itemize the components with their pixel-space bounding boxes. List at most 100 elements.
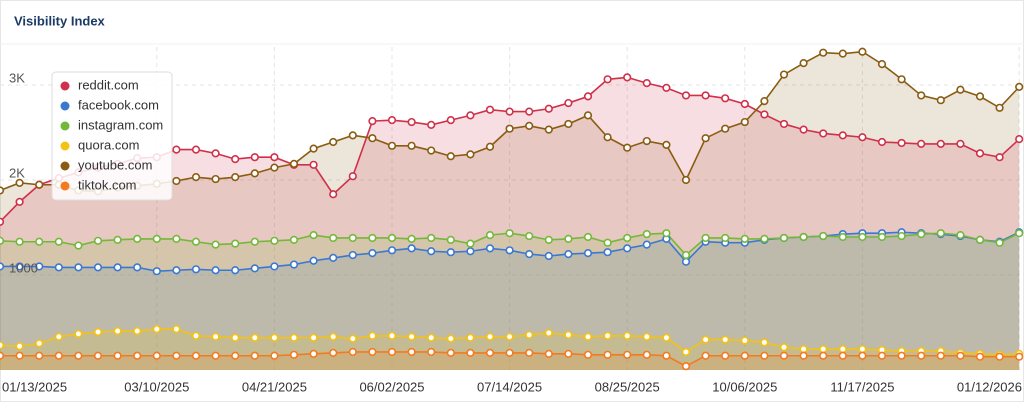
data-point <box>623 73 632 82</box>
data-point <box>877 232 887 242</box>
data-point <box>721 233 730 243</box>
x-tick-label: 01/12/2026 <box>957 379 1022 394</box>
data-point <box>975 235 985 244</box>
data-point <box>191 237 201 246</box>
data-point <box>799 59 808 68</box>
data-point <box>270 153 279 162</box>
data-point <box>760 110 769 119</box>
data-point <box>485 105 495 114</box>
data-point <box>662 140 671 149</box>
data-point <box>936 139 945 148</box>
data-point <box>93 327 103 337</box>
area-fill <box>0 51 1020 370</box>
data-point <box>407 244 416 253</box>
data-point <box>446 235 455 244</box>
data-point <box>74 351 83 360</box>
data-point <box>231 333 240 342</box>
data-point <box>368 116 377 126</box>
legend-box <box>51 71 173 201</box>
data-point <box>368 347 377 357</box>
data-point <box>250 333 259 342</box>
data-point <box>995 238 1004 247</box>
data-point <box>779 233 789 243</box>
data-point <box>270 163 279 172</box>
data-point <box>427 347 436 357</box>
data-point <box>897 351 906 360</box>
data-point <box>740 234 749 243</box>
data-point <box>681 91 691 100</box>
data-point <box>211 174 220 184</box>
data-point <box>250 153 259 162</box>
data-point <box>113 351 122 360</box>
data-point <box>15 178 24 187</box>
data-point <box>623 331 632 340</box>
data-point <box>564 234 573 243</box>
data-point <box>505 246 514 255</box>
data-point <box>191 331 201 340</box>
y-tick-label: 3K <box>9 70 25 85</box>
legend-label: youtube.com <box>78 157 152 172</box>
data-point <box>662 333 671 342</box>
data-point <box>956 139 965 148</box>
data-point <box>838 345 847 354</box>
data-point <box>407 141 416 150</box>
data-point <box>35 180 44 189</box>
data-point <box>858 232 867 242</box>
data-point <box>779 351 789 360</box>
legend-label: reddit.com <box>78 77 139 92</box>
data-point <box>838 232 847 242</box>
data-point <box>544 235 553 244</box>
data-point <box>525 231 534 241</box>
data-point <box>740 117 749 127</box>
data-point <box>740 99 749 109</box>
data-point <box>701 351 710 360</box>
data-point <box>93 351 103 360</box>
legend-marker <box>60 121 70 131</box>
legend-marker <box>60 101 70 111</box>
data-point <box>191 145 201 154</box>
data-point <box>387 347 397 357</box>
data-point <box>858 47 867 56</box>
data-point <box>877 59 887 69</box>
data-point <box>623 350 632 359</box>
data-point <box>956 85 965 94</box>
data-point <box>289 260 299 269</box>
x-tick-label: 04/21/2025 <box>242 379 307 394</box>
data-point <box>544 251 553 261</box>
data-point <box>975 149 985 158</box>
data-point <box>1015 82 1024 91</box>
data-point <box>93 263 103 272</box>
data-point <box>466 247 475 256</box>
data-point <box>152 325 161 334</box>
data-point <box>662 351 671 360</box>
data-point <box>721 94 730 103</box>
data-point <box>270 262 279 271</box>
data-point <box>152 351 161 360</box>
data-point <box>1015 135 1024 144</box>
data-point <box>113 235 122 244</box>
data-point <box>231 266 240 275</box>
data-point <box>0 186 5 195</box>
data-point <box>113 263 122 272</box>
data-point <box>779 70 789 79</box>
data-point <box>172 266 181 275</box>
data-point <box>917 91 926 100</box>
data-point <box>466 239 475 248</box>
data-point <box>211 332 220 341</box>
data-point <box>231 155 240 164</box>
data-point <box>466 348 475 358</box>
data-point <box>113 326 122 336</box>
data-point <box>427 233 436 243</box>
data-point <box>662 229 671 238</box>
data-point <box>54 237 63 246</box>
data-point <box>348 334 357 343</box>
data-point <box>407 234 416 243</box>
data-point <box>446 348 455 358</box>
data-point <box>936 96 945 105</box>
labels: 1000 2K 3K 01/13/2025 03/10/2025 04/21/2025 06… <box>2 70 1022 394</box>
data-point <box>838 351 847 360</box>
data-point <box>348 250 357 260</box>
data-point <box>54 351 63 360</box>
data-point <box>15 237 24 246</box>
data-point <box>446 152 455 161</box>
